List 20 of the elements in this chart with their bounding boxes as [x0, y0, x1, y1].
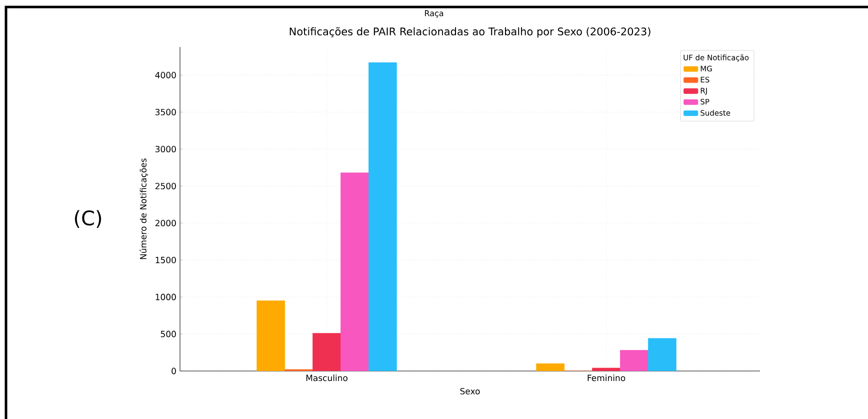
x-axis-title: Sexo — [460, 388, 480, 394]
text: (C) — [74, 210, 102, 228]
y-tick-label: 4000 — [155, 72, 176, 78]
y-tick-label: 1500 — [156, 256, 176, 264]
chart-title: Notificações de PAIR Relacionadas ao Trabalho por Sexo (2006-2023) — [290, 27, 650, 38]
bar — [368, 62, 397, 371]
y-tick-label: 1000 — [156, 294, 176, 300]
x-tick-label: Masculino — [306, 374, 348, 382]
text: Raça — [424, 10, 444, 18]
y-tick-label: 3500 — [155, 108, 176, 116]
bar — [648, 338, 676, 371]
y-tick-label: 500 — [160, 330, 176, 338]
bar — [536, 363, 565, 371]
bar — [256, 300, 286, 371]
x-tick-label: Feminino — [588, 374, 626, 382]
y-tick-label: 0 — [172, 368, 176, 374]
y-tick-label: 3000 — [155, 146, 176, 152]
y-tick-label: 2000 — [155, 220, 176, 226]
y-tick-label: 2500 — [155, 182, 176, 190]
y-axis-title: Número de Notificações — [140, 158, 148, 260]
